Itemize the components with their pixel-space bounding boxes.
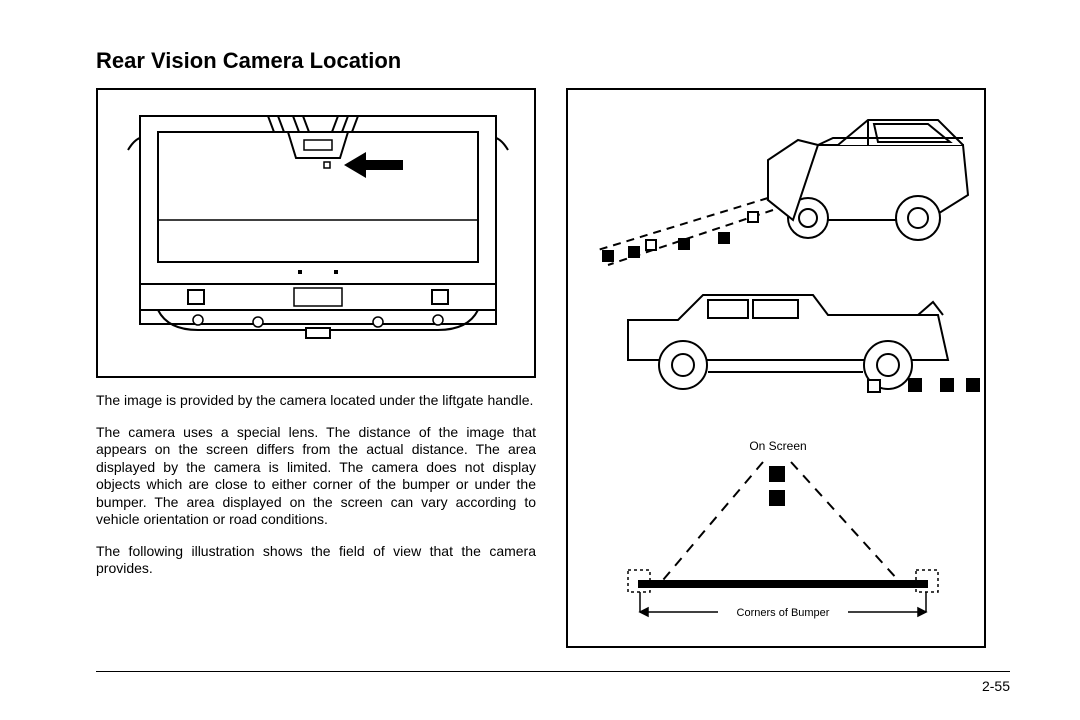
manual-page: Rear Vision Camera Location [0,0,1080,720]
paragraph-3: The following illustration shows the fie… [96,543,536,578]
truck-rear-perspective-icon [768,120,968,240]
corners-label: Corners of Bumper [737,607,830,619]
left-column: The image is provided by the camera loca… [96,88,536,648]
page-number: 2-55 [982,678,1010,694]
page-title: Rear Vision Camera Location [96,48,1010,74]
on-screen-label: On Screen [749,439,806,453]
paragraph-1: The image is provided by the camera loca… [96,392,536,410]
figure-rear-tailgate [96,88,536,378]
right-column: On Screen [566,88,986,648]
paragraph-2: The camera uses a special lens. The dist… [96,424,536,529]
figure-field-of-view: On Screen [566,88,986,648]
fov-cone: On Screen [628,439,938,619]
footer-rule [96,671,1010,672]
columns: The image is provided by the camera loca… [96,88,1010,648]
fov-svg: On Screen [568,90,988,650]
projection-lines [598,198,773,265]
truck-side-icon [628,295,948,389]
tailgate-svg [98,90,538,380]
